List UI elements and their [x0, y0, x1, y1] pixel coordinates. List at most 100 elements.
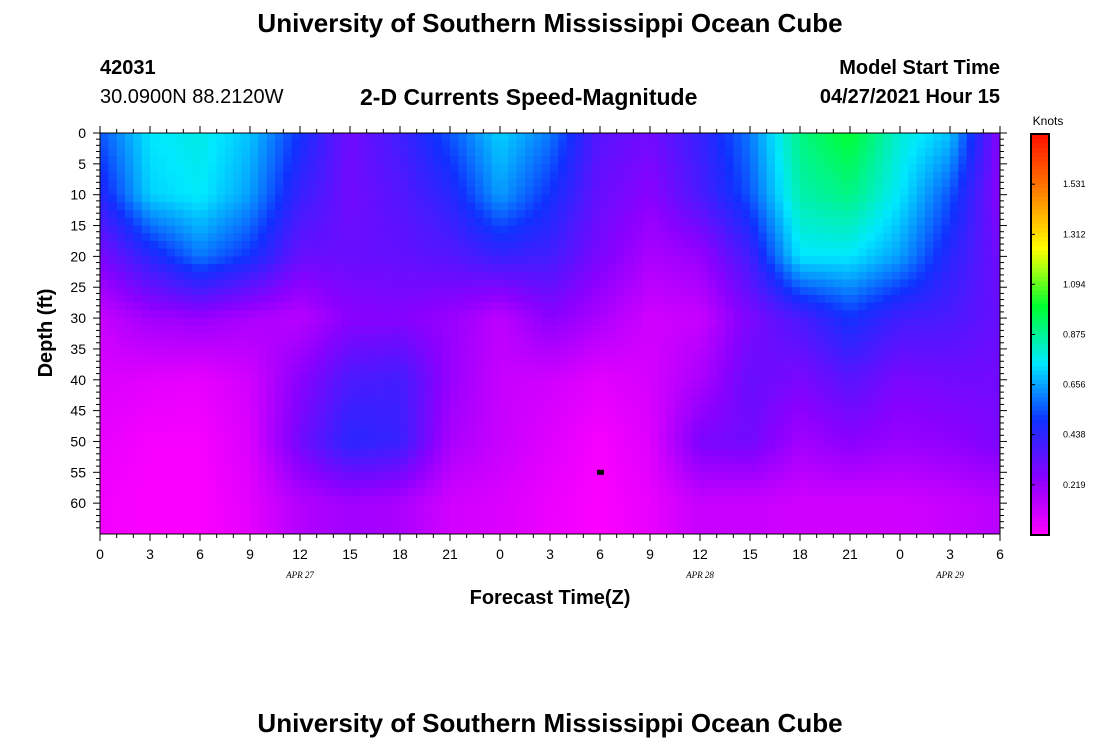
heatmap-cell [541, 333, 551, 342]
heatmap-cell [200, 387, 209, 396]
heatmap-cell [533, 233, 543, 242]
heatmap-cell [608, 271, 618, 281]
heatmap-cell [500, 325, 509, 335]
heatmap-cell [708, 294, 718, 304]
heatmap-cell [808, 341, 818, 350]
heatmap-cell [883, 279, 893, 288]
heatmap-cell [966, 186, 976, 196]
heatmap-cell [241, 410, 251, 419]
heatmap-cell [425, 240, 434, 250]
heatmap-cell [100, 356, 109, 365]
heatmap-cell [225, 426, 234, 435]
heatmap-cell [983, 140, 993, 150]
heatmap-cell [133, 356, 143, 365]
heatmap-cell [408, 194, 418, 203]
heatmap-cell [283, 264, 293, 273]
heatmap-cell [508, 217, 518, 227]
heatmap-cell [216, 480, 226, 489]
heatmap-cell [983, 364, 993, 373]
heatmap-cell [416, 302, 426, 311]
heatmap-cell [541, 456, 551, 466]
heatmap-cell [408, 480, 418, 489]
heatmap-cell [791, 233, 801, 242]
heatmap-cell [908, 395, 918, 404]
heatmap-cell [500, 395, 509, 404]
heatmap-cell [350, 264, 359, 273]
heatmap-cell [708, 387, 718, 396]
heatmap-cell [300, 480, 309, 489]
heatmap-cell [833, 325, 843, 335]
heatmap-cell [866, 433, 876, 443]
heatmap-cell [466, 217, 476, 227]
heatmap-cell [350, 364, 359, 373]
heatmap-cell [208, 202, 218, 211]
heatmap-cell [366, 341, 376, 350]
heatmap-cell [625, 287, 634, 296]
heatmap-cell [158, 279, 168, 288]
heatmap-cell [666, 256, 676, 265]
heatmap-cell [175, 402, 184, 412]
heatmap-cell [425, 372, 434, 381]
heatmap-cell [283, 133, 293, 142]
heatmap-cell [275, 433, 284, 443]
heatmap-cell [833, 402, 843, 412]
heatmap-cell [200, 179, 209, 188]
heatmap-cell [983, 217, 993, 227]
heatmap-cell [441, 464, 451, 473]
heatmap-cell [191, 472, 201, 481]
heatmap-cell [316, 264, 326, 273]
heatmap-cell [908, 294, 918, 304]
heatmap-cell [516, 287, 526, 296]
heatmap-cell [650, 410, 659, 419]
heatmap-cell [516, 233, 526, 242]
heatmap-cell [616, 364, 626, 373]
heatmap-cell [625, 210, 634, 219]
heatmap-cell [866, 271, 876, 281]
heatmap-cell [475, 287, 484, 296]
heatmap-cell [641, 433, 651, 443]
heatmap-cell [900, 287, 909, 296]
heatmap-cell [200, 325, 209, 335]
heatmap-cell [508, 240, 518, 250]
heatmap-cell [250, 210, 259, 219]
heatmap-cell [691, 240, 701, 250]
heatmap-cell [291, 133, 301, 142]
heatmap-cell [691, 171, 701, 180]
heatmap-cell [791, 156, 801, 165]
heatmap-cell [725, 202, 734, 211]
heatmap-cell [441, 410, 451, 419]
heatmap-cell [116, 410, 126, 419]
heatmap-cell [141, 202, 151, 211]
heatmap-cell [675, 171, 684, 180]
heatmap-cell [358, 179, 368, 188]
heatmap-cell [708, 456, 718, 466]
heatmap-cell [200, 256, 209, 265]
heatmap-cell [250, 456, 259, 466]
heatmap-cell [683, 364, 693, 373]
heatmap-cell [491, 449, 501, 458]
heatmap-cell [708, 333, 718, 342]
heatmap-cell [391, 225, 401, 234]
heatmap-cell [850, 287, 859, 296]
heatmap-cell [950, 202, 959, 211]
heatmap-cell [458, 271, 468, 281]
heatmap-cell [150, 171, 159, 180]
heatmap-cell [791, 202, 801, 211]
heatmap-cell [308, 233, 318, 242]
heatmap-cell [750, 210, 759, 219]
heatmap-cell [783, 302, 793, 311]
heatmap-cell [950, 441, 959, 450]
heatmap-cell [633, 233, 643, 242]
heatmap-cell [816, 256, 826, 265]
heatmap-cell [408, 202, 418, 211]
heatmap-cell [283, 148, 293, 157]
heatmap-cell [341, 210, 351, 219]
heatmap-cell [125, 372, 134, 381]
heatmap-cell [416, 279, 426, 288]
heatmap-cell [933, 325, 943, 335]
heatmap-cell [541, 287, 551, 296]
heatmap-cell [725, 364, 734, 373]
heatmap-cell [141, 464, 151, 473]
heatmap-cell [816, 372, 826, 381]
heatmap-cell [991, 387, 1000, 396]
